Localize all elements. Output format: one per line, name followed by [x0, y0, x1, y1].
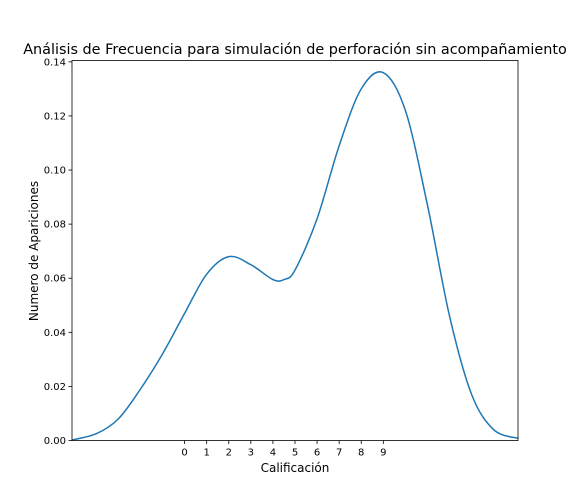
x-tick-label: 5	[292, 448, 298, 459]
x-tick-label: 9	[380, 448, 386, 459]
y-tick-label: 0.06	[44, 274, 66, 285]
x-tick-label: 6	[314, 448, 320, 459]
plot-frame	[71, 60, 519, 441]
x-tick-label: 3	[248, 448, 254, 459]
x-tick-label: 2	[226, 448, 232, 459]
x-tick-label: 7	[336, 448, 342, 459]
x-tick-label: 8	[358, 448, 364, 459]
x-tick-label: 0	[181, 448, 187, 459]
series-line-0	[71, 71, 519, 441]
chart-title: Análisis de Frecuencia para simulación d…	[23, 42, 567, 58]
y-tick-label: 0.12	[44, 111, 66, 122]
y-tick-label: 0.00	[44, 436, 66, 447]
x-axis-label: Calificación	[261, 461, 330, 475]
plot-area	[71, 71, 519, 441]
y-tick-label: 0.10	[44, 166, 66, 177]
y-tick-label: 0.14	[44, 57, 66, 68]
x-tick-label: 4	[270, 448, 276, 459]
y-tick-label: 0.04	[44, 328, 66, 339]
y-axis-ticks: 0.00 0.02 0.04 0.06 0.08 0.10 0.12 0.14	[44, 57, 72, 447]
y-tick-label: 0.08	[44, 220, 66, 231]
x-axis-ticks: 0 1 2 3 4 5 6 7 8 9	[181, 440, 387, 459]
y-tick-label: 0.02	[44, 382, 66, 393]
x-tick-label: 1	[203, 448, 209, 459]
y-axis-label: Numero de Apariciones	[27, 181, 41, 321]
